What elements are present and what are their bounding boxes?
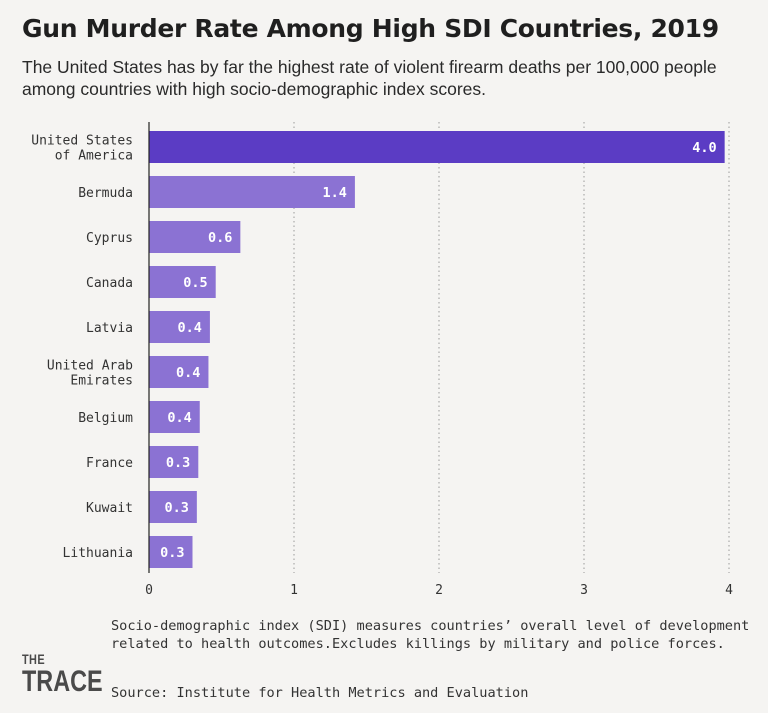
the-trace-logo: THE TRACE (22, 652, 103, 697)
footnote: Socio-demographic index (SDI) measures c… (111, 618, 750, 652)
bar-value-label: 0.6 (208, 230, 232, 246)
bar-value-label: 0.3 (160, 545, 184, 561)
bar (149, 356, 209, 388)
bar (149, 221, 241, 253)
bar (149, 176, 355, 208)
category-label: United States (31, 134, 133, 149)
bar (149, 401, 200, 433)
bar (149, 491, 197, 523)
category-label: Latvia (86, 321, 133, 336)
bar-value-label: 4.0 (692, 140, 716, 156)
chart-title: Gun Murder Rate Among High SDI Countries… (22, 14, 719, 43)
bar-value-label: 0.4 (176, 365, 200, 381)
bar (149, 266, 216, 298)
category-label: Bermuda (78, 186, 133, 201)
source-note: Source: Institute for Health Metrics and… (111, 685, 529, 701)
category-label: France (86, 456, 133, 471)
bar (149, 446, 199, 478)
category-label: Emirates (70, 374, 133, 389)
bar-value-label: 0.3 (164, 500, 188, 516)
x-tick-label: 1 (290, 583, 298, 598)
category-label: of America (55, 149, 133, 164)
x-tick-label: 4 (725, 583, 733, 598)
x-tick-label: 3 (580, 583, 588, 598)
category-label: Kuwait (86, 501, 133, 516)
x-tick-label: 2 (435, 583, 443, 598)
category-label: Lithuania (63, 546, 133, 561)
logo-line-2: TRACE (22, 665, 103, 698)
bar-value-label: 1.4 (323, 185, 347, 201)
bar-value-label: 0.5 (183, 275, 207, 291)
category-label: Belgium (78, 411, 133, 426)
chart-subtitle: The United States has by far the highest… (22, 57, 717, 99)
logo-line-1: THE (22, 651, 46, 667)
bar-value-label: 0.3 (166, 455, 190, 471)
bar-value-label: 0.4 (178, 320, 202, 336)
x-tick-label: 0 (145, 583, 153, 598)
bar (149, 311, 210, 343)
bar (149, 536, 193, 568)
bar (149, 131, 725, 163)
category-label: Canada (86, 276, 133, 291)
category-label: United Arab (47, 359, 133, 374)
bar-value-label: 0.4 (167, 410, 191, 426)
category-label: Cyprus (86, 231, 133, 246)
